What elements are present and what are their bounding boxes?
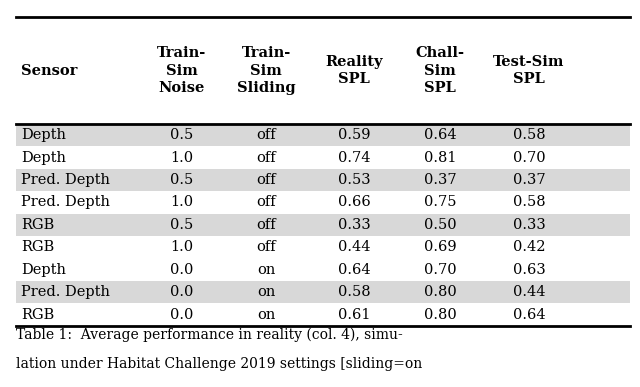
Text: 0.61: 0.61: [338, 308, 370, 322]
Text: 0.75: 0.75: [424, 195, 456, 209]
Text: 0.50: 0.50: [424, 218, 456, 232]
Text: 0.58: 0.58: [513, 195, 545, 209]
Text: 0.44: 0.44: [338, 240, 370, 254]
Text: 0.33: 0.33: [337, 218, 371, 232]
Bar: [16, 169, 630, 191]
Text: off: off: [257, 240, 276, 254]
Text: RGB: RGB: [21, 240, 54, 254]
Text: 0.5: 0.5: [170, 128, 193, 142]
Text: 0.5: 0.5: [170, 173, 193, 187]
Text: 0.5: 0.5: [170, 218, 193, 232]
Text: Depth: Depth: [21, 151, 66, 164]
Text: Pred. Depth: Pred. Depth: [21, 173, 110, 187]
Text: 0.66: 0.66: [337, 195, 371, 209]
Text: 0.64: 0.64: [513, 308, 545, 322]
Text: 1.0: 1.0: [170, 240, 193, 254]
Text: 0.33: 0.33: [513, 218, 545, 232]
Text: 1.0: 1.0: [170, 195, 193, 209]
Bar: [16, 281, 630, 303]
Text: 0.0: 0.0: [170, 263, 193, 277]
Text: off: off: [257, 128, 276, 142]
Text: off: off: [257, 218, 276, 232]
Text: lation under Habitat Challenge 2019 settings [sliding=on: lation under Habitat Challenge 2019 sett…: [16, 357, 422, 371]
Text: Depth: Depth: [21, 263, 66, 277]
Text: 0.64: 0.64: [424, 128, 456, 142]
Text: 0.37: 0.37: [424, 173, 456, 187]
Text: RGB: RGB: [21, 308, 54, 322]
Text: Chall-
Sim
SPL: Chall- Sim SPL: [415, 46, 465, 95]
Text: 0.42: 0.42: [513, 240, 545, 254]
Text: 0.70: 0.70: [513, 151, 545, 164]
Text: Sensor: Sensor: [21, 63, 77, 78]
Text: Train-
Sim
Noise: Train- Sim Noise: [157, 46, 207, 95]
Bar: [16, 214, 630, 236]
Text: on: on: [257, 285, 276, 299]
Text: Depth: Depth: [21, 128, 66, 142]
Bar: [16, 124, 630, 146]
Text: 0.80: 0.80: [424, 285, 456, 299]
Text: 0.37: 0.37: [513, 173, 545, 187]
Text: 0.69: 0.69: [424, 240, 456, 254]
Text: 1.0: 1.0: [170, 151, 193, 164]
Text: Test-Sim
SPL: Test-Sim SPL: [493, 55, 564, 86]
Text: Train-
Sim
Sliding: Train- Sim Sliding: [237, 46, 296, 95]
Text: Reality
SPL: Reality SPL: [325, 55, 383, 86]
Text: on: on: [257, 308, 276, 322]
Text: on: on: [257, 263, 276, 277]
Text: 0.70: 0.70: [424, 263, 456, 277]
Text: 0.44: 0.44: [513, 285, 545, 299]
Text: Table 1:  Average performance in reality (col. 4), simu-: Table 1: Average performance in reality …: [16, 328, 403, 342]
Text: off: off: [257, 151, 276, 164]
Text: Pred. Depth: Pred. Depth: [21, 285, 110, 299]
Text: 0.80: 0.80: [424, 308, 456, 322]
Text: 0.64: 0.64: [338, 263, 370, 277]
Text: Pred. Depth: Pred. Depth: [21, 195, 110, 209]
Text: off: off: [257, 195, 276, 209]
Text: 0.63: 0.63: [513, 263, 545, 277]
Text: RGB: RGB: [21, 218, 54, 232]
Text: 0.81: 0.81: [424, 151, 456, 164]
Text: 0.0: 0.0: [170, 308, 193, 322]
Text: 0.58: 0.58: [513, 128, 545, 142]
Text: 0.74: 0.74: [338, 151, 370, 164]
Text: 0.0: 0.0: [170, 285, 193, 299]
Text: 0.53: 0.53: [338, 173, 370, 187]
Text: 0.59: 0.59: [338, 128, 370, 142]
Text: 0.58: 0.58: [338, 285, 370, 299]
Text: off: off: [257, 173, 276, 187]
